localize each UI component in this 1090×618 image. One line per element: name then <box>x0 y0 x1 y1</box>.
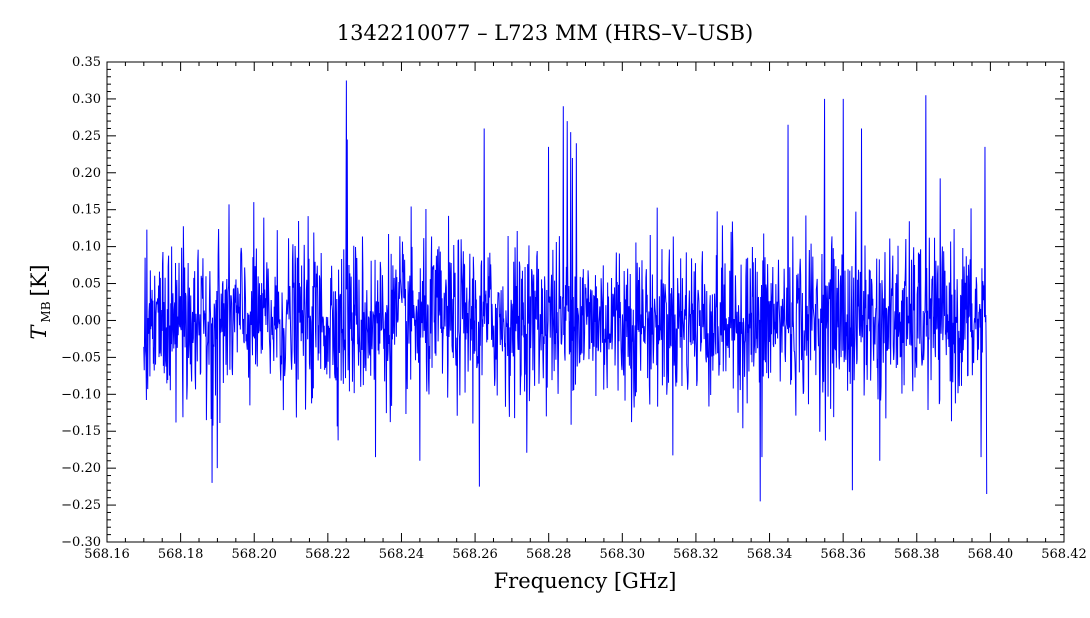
y-tick-label: 0.35 <box>72 55 101 70</box>
y-tick-label: 0.25 <box>72 129 101 144</box>
y-axis-label-sub: MB <box>39 301 53 322</box>
x-tick-label: 568.20 <box>231 547 277 562</box>
y-tick-label: −0.05 <box>61 350 101 365</box>
x-tick-label: 568.24 <box>379 547 425 562</box>
plot-area <box>106 61 1065 543</box>
y-axis-label-unit: [K] <box>27 264 51 296</box>
y-tick-label: −0.10 <box>61 387 101 402</box>
y-axis-label: T MB [K] <box>27 264 53 339</box>
y-tick-label: 0.10 <box>72 240 101 255</box>
y-tick-label: −0.25 <box>61 498 101 513</box>
x-tick-label: 568.42 <box>1041 547 1087 562</box>
y-axis: −0.30 −0.25 −0.20 −0.15 −0.10 −0.05 0.00 0.05 0.… <box>61 55 1064 550</box>
x-tick-label: 568.30 <box>600 547 646 562</box>
y-tick-label: 0.30 <box>72 92 101 107</box>
spectrum-line <box>143 80 988 502</box>
y-tick-label: −0.30 <box>61 535 101 550</box>
x-tick-label: 568.36 <box>820 547 866 562</box>
y-tick-label: 0.15 <box>72 203 101 218</box>
y-tick-label: 0.20 <box>72 166 101 181</box>
x-tick-label: 568.22 <box>305 547 351 562</box>
y-tick-label: −0.20 <box>61 461 101 476</box>
x-tick-label: 568.18 <box>158 547 204 562</box>
y-tick-label: −0.15 <box>61 424 101 439</box>
x-axis: 568.16 568.18 568.20 568.22 568.24 568.26 568.… <box>84 62 1087 562</box>
y-axis-label-main: T <box>27 324 51 340</box>
x-tick-label: 568.34 <box>747 547 793 562</box>
chart-title: 1342210077 – L723 MM (HRS–V–USB) <box>337 21 753 45</box>
x-axis-label: Frequency [GHz] <box>494 569 677 593</box>
x-tick-label: 568.28 <box>526 547 572 562</box>
x-tick-label: 568.26 <box>452 547 498 562</box>
x-tick-label: 568.32 <box>673 547 719 562</box>
y-tick-label: 0.00 <box>72 313 101 328</box>
x-tick-label: 568.38 <box>894 547 940 562</box>
series-group <box>143 80 988 502</box>
y-tick-label: 0.05 <box>72 277 101 292</box>
x-tick-label: 568.16 <box>84 547 130 562</box>
x-tick-label: 568.40 <box>968 547 1014 562</box>
